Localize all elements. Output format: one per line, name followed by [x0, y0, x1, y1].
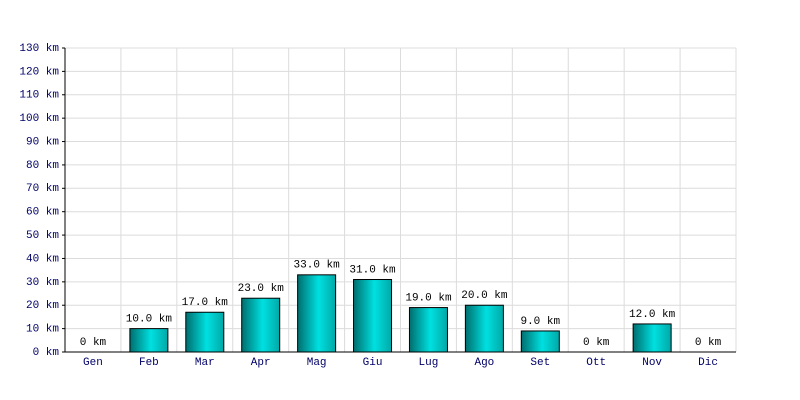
y-tick-label: 10 km	[26, 324, 59, 336]
y-tick-label: 70 km	[26, 183, 59, 195]
y-tick-label: 30 km	[26, 277, 59, 289]
y-tick-label: 100 km	[19, 113, 59, 125]
value-label: 0 km	[695, 337, 722, 349]
y-tick-label: 40 km	[26, 253, 59, 265]
bar	[520, 330, 560, 353]
x-tick-label: Mar	[195, 357, 215, 369]
y-tick-label: 90 km	[26, 136, 59, 148]
bar	[632, 323, 672, 353]
bar	[129, 328, 169, 353]
y-tick-label: 120 km	[19, 66, 59, 78]
y-tick-label: 130 km	[19, 43, 59, 55]
value-label: 33.0 km	[294, 260, 341, 272]
x-tick-label: Lug	[419, 357, 439, 369]
x-tick-label: Nov	[642, 357, 662, 369]
bar	[464, 304, 504, 353]
y-tick-label: 80 km	[26, 160, 59, 172]
value-label: 23.0 km	[238, 283, 285, 295]
x-tick-label: Dic	[698, 357, 718, 369]
value-label: 0 km	[583, 337, 610, 349]
x-tick-label: Feb	[139, 357, 159, 369]
value-label: 20.0 km	[461, 290, 508, 302]
bar	[241, 297, 281, 353]
bar	[297, 274, 337, 353]
y-tick-label: 20 km	[26, 300, 59, 312]
value-label: 31.0 km	[349, 264, 396, 276]
bar	[185, 311, 225, 353]
y-tick-label: 60 km	[26, 207, 59, 219]
bar	[353, 279, 393, 353]
bar	[408, 307, 448, 353]
value-label: 10.0 km	[126, 314, 173, 326]
x-tick-label: Ago	[474, 357, 494, 369]
value-label: 19.0 km	[405, 292, 452, 304]
x-tick-label: Set	[530, 357, 550, 369]
y-tick-label: 110 km	[19, 90, 59, 102]
x-tick-label: Mag	[307, 357, 327, 369]
value-label: 0 km	[80, 337, 107, 349]
value-label: 12.0 km	[629, 309, 676, 321]
value-label: 17.0 km	[182, 297, 229, 309]
y-tick-label: 50 km	[26, 230, 59, 242]
x-tick-label: Giu	[363, 357, 383, 369]
x-tick-label: Apr	[251, 357, 271, 369]
y-tick-label: 0 km	[33, 347, 60, 359]
value-label: 9.0 km	[520, 316, 560, 328]
x-tick-label: Gen	[83, 357, 103, 369]
x-tick-label: Ott	[586, 357, 606, 369]
